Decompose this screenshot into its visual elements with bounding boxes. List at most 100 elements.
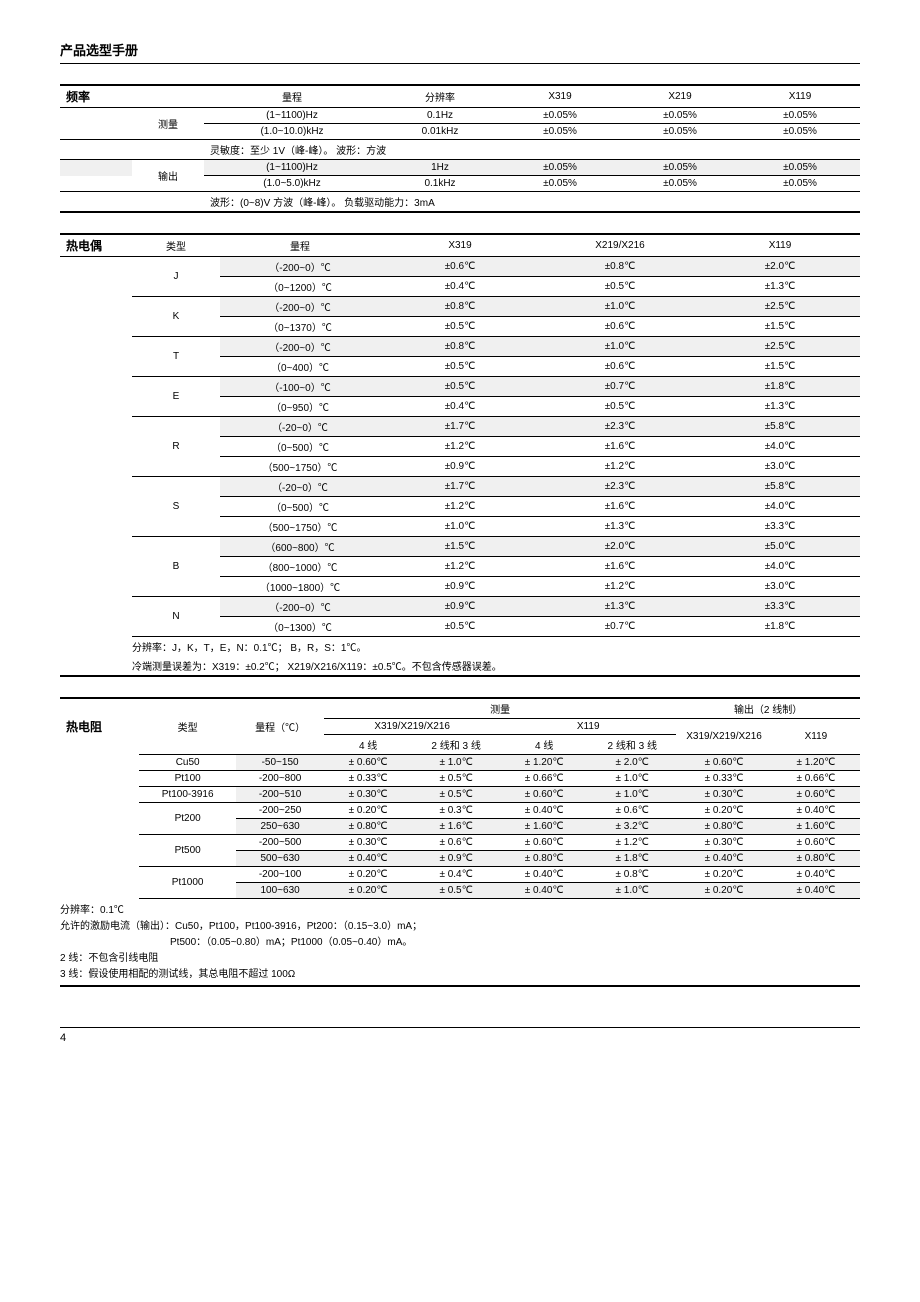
cell: ± 0.80℃ [772,851,860,867]
cell: ±2.0℃ [700,257,860,277]
cell: ±0.5℃ [380,377,540,397]
cell: ± 0.40℃ [324,851,412,867]
cell: (1.0~10.0)kHz [204,124,380,140]
cell: ±1.2℃ [380,557,540,577]
col-header: 4 线 [500,735,588,755]
cell: ± 1.2℃ [588,835,676,851]
cell: （800~1000）℃ [220,557,380,577]
cell: （600~800）℃ [220,537,380,557]
cell: ± 0.6℃ [588,803,676,819]
col-header: 2 线和 3 线 [412,735,500,755]
cell: ±0.05% [500,108,620,124]
col-header: 2 线和 3 线 [588,735,676,755]
cell: 100~630 [236,883,324,899]
cell: ±1.2℃ [540,457,700,477]
cell: （-200~0）℃ [220,257,380,277]
cell: ±1.2℃ [380,497,540,517]
cell: -50~150 [236,755,324,771]
cell: ±0.7℃ [540,377,700,397]
note-line: Pt500：（0.05~0.80）mA；Pt1000（0.05~0.40）mA。 [60,935,860,951]
cell: ±0.05% [620,176,740,192]
note-line: 允许的激励电流（输出）：Cu50，Pt100，Pt100-3916，Pt200：… [60,919,860,935]
table-row: Cu50-50~150± 0.60℃± 1.0℃± 1.20℃± 2.0℃± 0… [60,755,860,771]
cell: ±1.7℃ [380,417,540,437]
table-row: K（-200~0）℃±0.8℃±1.0℃±2.5℃ [60,297,860,317]
table-row: E（-100~0）℃±0.5℃±0.7℃±1.8℃ [60,377,860,397]
rtd-type: Pt200 [139,803,236,835]
col-header: X119 [700,234,860,257]
cell: ±0.9℃ [380,577,540,597]
cell: ±1.8℃ [700,617,860,637]
cell: ± 0.66℃ [500,771,588,787]
cell: ±1.8℃ [700,377,860,397]
cell: ± 0.20℃ [324,883,412,899]
out-note: 波形：(0~8)V 方波（峰-峰）。 负载驱动能力：3mA [204,192,860,213]
cell: 250~630 [236,819,324,835]
table-row: Pt200-200~250± 0.20℃± 0.3℃± 0.40℃± 0.6℃±… [60,803,860,819]
cell: ±1.3℃ [540,517,700,537]
cell: ± 0.30℃ [676,787,772,803]
tc-type: T [132,337,220,377]
table-row: Pt100-200~800± 0.33℃± 0.5℃± 0.66℃± 1.0℃±… [60,771,860,787]
cell: ±1.0℃ [540,297,700,317]
col-header: 输出（2 线制） [676,698,860,719]
col-header: 4 线 [324,735,412,755]
tc-type: E [132,377,220,417]
page-number: 4 [60,1027,860,1044]
cell: ± 0.20℃ [676,883,772,899]
cell: ± 0.60℃ [676,755,772,771]
cell: ± 0.66℃ [772,771,860,787]
cell: ±1.5℃ [700,357,860,377]
cell: ±5.8℃ [700,477,860,497]
table-row: Pt500-200~500± 0.30℃± 0.6℃± 0.60℃± 1.2℃±… [60,835,860,851]
col-header: X319/X219/X216 [324,719,500,735]
freq-label: 频率 [60,85,132,108]
cell: ± 0.20℃ [676,803,772,819]
rtd-type: Cu50 [139,755,236,771]
cell: -200~250 [236,803,324,819]
cell: ±1.3℃ [540,597,700,617]
cell: ±1.3℃ [700,277,860,297]
cell: ± 2.0℃ [588,755,676,771]
cell: ±2.5℃ [700,297,860,317]
cell: （500~1750）℃ [220,517,380,537]
cell: ±5.8℃ [700,417,860,437]
cell: ±0.6℃ [380,257,540,277]
cell: ±0.05% [740,176,860,192]
cell: ±0.6℃ [540,357,700,377]
cell: 500~630 [236,851,324,867]
cell: ±1.5℃ [700,317,860,337]
cell: ±0.7℃ [540,617,700,637]
cell: ±4.0℃ [700,557,860,577]
col-header: 分辨率 [380,85,500,108]
tc-type: K [132,297,220,337]
col-header: 类型 [132,234,220,257]
cell: ±0.5℃ [540,277,700,297]
frequency-section: 频率 量程 分辨率 X319 X219 X119 测量(1~1100)Hz0.1… [60,84,860,213]
cell: （-20~0）℃ [220,477,380,497]
note-line: 3 线：假设使用相配的测试线，其总电阻不超过 100Ω [60,967,860,983]
table-row: N（-200~0）℃±0.9℃±1.3℃±3.3℃ [60,597,860,617]
cell: ±4.0℃ [700,437,860,457]
cell: ±0.8℃ [380,297,540,317]
cell: ± 0.20℃ [324,803,412,819]
cell: ±2.3℃ [540,417,700,437]
tc-note: 冷端测量误差为：X319：±0.2℃； X219/X216/X119：±0.5℃… [132,656,860,676]
tc-note: 分辨率：J，K，T，E，N：0.1℃； B，R，S：1℃。 [132,637,860,657]
cell: （-200~0）℃ [220,297,380,317]
cell: （-200~0）℃ [220,597,380,617]
table-row: Pt1000-200~100± 0.20℃± 0.4℃± 0.40℃± 0.8℃… [60,867,860,883]
cell: ± 1.0℃ [588,787,676,803]
note-line: 2 线：不包含引线电阻 [60,951,860,967]
cell: ± 0.60℃ [772,787,860,803]
col-header: X119 [500,719,676,735]
cell: ±0.6℃ [540,317,700,337]
frequency-table: 频率 量程 分辨率 X319 X219 X119 测量(1~1100)Hz0.1… [60,84,860,213]
tc-type: J [132,257,220,297]
thermocouple-section: 热电偶 类型 量程 X319 X219/X216 X119 J（-200~0）℃… [60,233,860,677]
cell: （-20~0）℃ [220,417,380,437]
cell: ± 0.3℃ [412,803,500,819]
cell: -200~500 [236,835,324,851]
cell: ± 0.30℃ [676,835,772,851]
cell: ± 0.5℃ [412,787,500,803]
